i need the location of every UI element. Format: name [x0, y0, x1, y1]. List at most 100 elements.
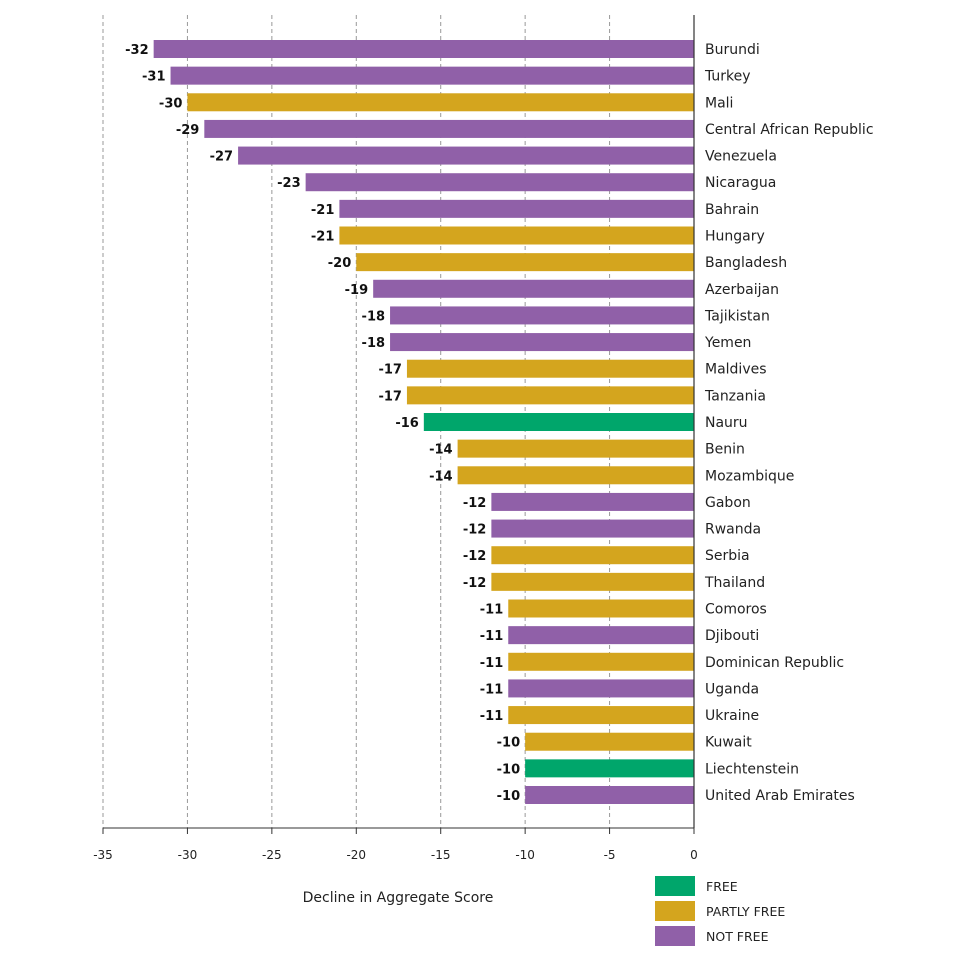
bars: -32 Burundi -31 Turkey -30 Mali -29 Central Afr… [125, 40, 874, 804]
value-label: -18 [362, 336, 386, 351]
country-label: Djibouti [705, 628, 759, 644]
value-label: -17 [378, 389, 402, 404]
legend-swatch-partly [655, 901, 695, 921]
legend-label-partly: PARTLY FREE [706, 904, 785, 919]
value-label: -14 [429, 443, 453, 458]
x-tick-label: -30 [178, 848, 198, 862]
value-label: -21 [311, 230, 335, 245]
bar-bahrain [339, 199, 694, 218]
x-tick-label: -10 [515, 848, 535, 862]
value-label: -20 [328, 256, 352, 271]
bar-uganda [508, 679, 694, 698]
value-label: -31 [142, 70, 166, 85]
value-label: -11 [480, 603, 504, 618]
country-label: United Arab Emirates [705, 788, 855, 804]
value-label: -11 [480, 709, 504, 724]
country-label: Burundi [705, 42, 760, 58]
value-label: -11 [480, 682, 504, 697]
bar-ukraine [508, 706, 694, 725]
bar-tajikistan [390, 306, 694, 325]
bar-gabon [491, 492, 694, 511]
bar-hungary [339, 226, 694, 245]
value-label: -10 [497, 736, 521, 751]
bar-bangladesh [356, 253, 694, 272]
bar-turkey [170, 66, 695, 85]
x-tick-label: -25 [262, 848, 282, 862]
bar-thailand [491, 572, 694, 591]
country-label: Tanzania [704, 388, 766, 404]
value-label: -10 [497, 762, 521, 777]
value-label: -11 [480, 629, 504, 644]
bar-maldives [406, 359, 694, 378]
value-label: -21 [311, 203, 335, 218]
bar-rwanda [491, 519, 694, 538]
bar-serbia [491, 546, 694, 565]
value-label: -18 [362, 309, 386, 324]
x-tick-label: -20 [346, 848, 366, 862]
country-label: Azerbaijan [705, 282, 779, 298]
value-label: -12 [463, 549, 487, 564]
country-label: Nauru [705, 415, 748, 431]
bar-mali [187, 93, 694, 112]
country-label: Mozambique [705, 468, 794, 484]
x-tick-label: 0 [690, 848, 698, 862]
value-label: -16 [395, 416, 419, 431]
bar-dominican-republic [508, 652, 694, 671]
country-label: Tajikistan [704, 308, 770, 324]
value-label: -12 [463, 523, 487, 538]
country-label: Rwanda [705, 522, 761, 538]
value-label: -30 [159, 96, 183, 111]
value-label: -11 [480, 656, 504, 671]
bar-mozambique [457, 466, 694, 485]
country-label: Gabon [705, 495, 751, 511]
bar-central-african-republic [204, 119, 695, 138]
legend-label-free: FREE [706, 879, 738, 894]
country-label: Venezuela [705, 149, 777, 165]
legend: FREE PARTLY FREE NOT FREE [655, 876, 785, 946]
bar-azerbaijan [373, 279, 694, 298]
country-label: Turkey [704, 69, 751, 85]
value-label: -12 [463, 576, 487, 591]
value-label: -32 [125, 43, 149, 58]
legend-label-not: NOT FREE [706, 929, 769, 944]
bar-liechtenstein [525, 759, 694, 778]
bar-nauru [423, 413, 694, 431]
country-label: Nicaragua [705, 175, 776, 191]
x-tick-label: -35 [93, 848, 113, 862]
country-label: Hungary [705, 229, 765, 245]
value-label: -19 [345, 283, 369, 298]
x-axis: -35 -30 -25 -20 -15 -10 -5 0 [93, 15, 698, 862]
bar-nicaragua [305, 173, 694, 192]
value-label: -14 [429, 469, 453, 484]
country-label: Bahrain [705, 202, 759, 218]
country-label: Maldives [705, 362, 767, 378]
country-label: Liechtenstein [705, 761, 799, 777]
x-tick-label: -15 [431, 848, 451, 862]
bar-yemen [390, 333, 694, 352]
country-label: Uganda [705, 681, 759, 697]
bar-burundi [153, 40, 694, 58]
bar-djibouti [508, 626, 694, 645]
x-axis-label: Decline in Aggregate Score [303, 890, 494, 906]
country-label: Benin [705, 442, 745, 458]
value-label: -23 [277, 176, 301, 191]
value-label: -12 [463, 496, 487, 511]
value-label: -27 [210, 150, 234, 165]
bar-kuwait [525, 732, 694, 751]
country-label: Dominican Republic [705, 655, 844, 671]
country-label: Ukraine [705, 708, 759, 724]
value-label: -10 [497, 789, 521, 804]
country-label: Thailand [704, 575, 765, 591]
value-label: -17 [378, 363, 402, 378]
bar-united-arab-emirates [525, 786, 694, 804]
x-tick-label: -5 [604, 848, 616, 862]
bar-comoros [508, 599, 694, 618]
value-label: -29 [176, 123, 200, 138]
bar-tanzania [406, 386, 694, 405]
country-label: Serbia [705, 548, 750, 564]
country-label: Central African Republic [705, 122, 874, 138]
country-label: Yemen [704, 335, 751, 351]
country-label: Kuwait [705, 735, 752, 751]
bar-benin [457, 439, 694, 458]
